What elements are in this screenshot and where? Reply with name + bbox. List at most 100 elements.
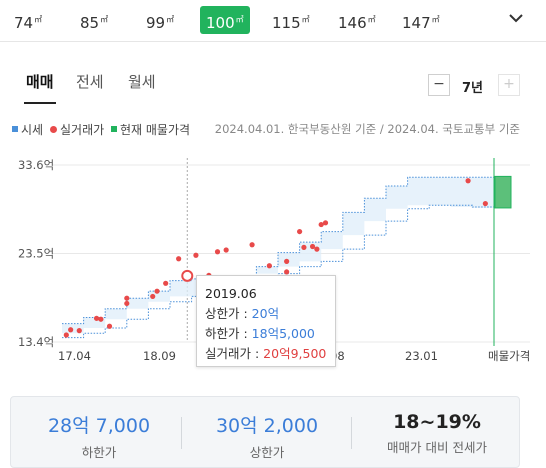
period-minus-button[interactable]: − (428, 74, 450, 96)
area-size-tabs: 74㎡ 85㎡ 99㎡ 100㎡ 115㎡ 146㎡ 147㎡ (0, 0, 546, 42)
summary-upper-value: 30억 2,000 (215, 415, 319, 437)
size-tab-label: 147 (402, 14, 431, 32)
legend-sise: 시세 (12, 121, 43, 138)
x-tick-label: 18.09 (143, 349, 176, 363)
real-trade-point (98, 316, 104, 322)
chart-tooltip: 2019.06 상한가 : 20억 하한가 : 18억5,000 실거래가 : … (196, 275, 336, 367)
size-tab-74[interactable]: 74㎡ (14, 6, 42, 34)
summary-lower-label: 하한가 (81, 445, 117, 460)
real-trade-point (68, 327, 74, 333)
real-trade-point (193, 252, 199, 258)
real-trade-point (249, 242, 255, 248)
tooltip-date: 2019.06 (205, 286, 257, 301)
real-trade-point (297, 228, 303, 235)
size-tab-99[interactable]: 99㎡ (146, 6, 174, 34)
y-axis: 33.6억 23.5억 13.4억 (18, 158, 54, 349)
real-trade-point (150, 293, 156, 300)
size-tab-label: 115 (272, 14, 301, 32)
legend-current-swatch (111, 126, 117, 132)
size-tab-146[interactable]: 146㎡ (338, 6, 376, 34)
y-tick-label: 13.4억 (18, 335, 54, 349)
y-tick-label: 23.5억 (18, 247, 54, 261)
real-trade-point (154, 288, 160, 294)
real-trade-point (301, 244, 307, 250)
size-unit: ㎡ (431, 15, 440, 24)
highlighted-trade-point (181, 269, 194, 282)
legend-real-swatch (50, 126, 57, 133)
summary-upper-label: 상한가 (249, 445, 285, 460)
size-unit: ㎡ (166, 15, 175, 24)
sise-band-fill (62, 177, 494, 338)
size-tab-85[interactable]: 85㎡ (80, 6, 108, 34)
real-trade-point (309, 243, 316, 250)
x-axis: 17.04 18.09 08 23.01 매물가격 (58, 349, 530, 363)
size-tab-label: 85 (80, 14, 100, 32)
summary-upper: 30억 2,000 상한가 (197, 411, 337, 461)
legend-current-label: 현재 매물가격 (120, 123, 191, 137)
legend-sise-swatch (12, 126, 18, 132)
summary-divider (351, 417, 352, 449)
tab-maemae[interactable]: 매매 (24, 62, 56, 104)
tab-jeonse[interactable]: 전세 (76, 73, 104, 91)
real-trade-point (106, 323, 113, 329)
real-trade-point (124, 295, 130, 301)
current-listing-range (494, 175, 512, 209)
price-summary: 28억 7,000 하한가 30억 2,000 상한가 18~19% 매매가 대… (10, 396, 520, 468)
real-trade-point (284, 258, 290, 264)
size-unit: ㎡ (367, 15, 376, 24)
period-label: 7년 (462, 81, 484, 96)
source-note: 2024.04.01. 한국부동산원 기준 / 2024.04. 국토교통부 기… (214, 122, 520, 136)
real-trade-point (176, 256, 182, 262)
size-unit: ㎡ (34, 15, 43, 24)
real-trade-point (163, 280, 169, 286)
period-plus-button[interactable]: + (498, 74, 520, 96)
tooltip-upper: 상한가 : 20억 (205, 304, 327, 324)
size-unit: ㎡ (301, 15, 310, 24)
tooltip-lower-label: 하한가 : (205, 326, 248, 341)
summary-lower: 28억 7,000 하한가 (29, 411, 169, 461)
size-tab-147[interactable]: 147㎡ (402, 6, 440, 34)
size-tab-label: 100 (206, 14, 235, 32)
tooltip-lower: 하한가 : 18억5,000 (205, 324, 327, 344)
real-trade-point (124, 300, 130, 307)
size-tab-115[interactable]: 115㎡ (272, 6, 310, 34)
y-tick-label: 33.6억 (18, 158, 54, 172)
tooltip-upper-value: 20억 (251, 306, 280, 321)
chevron-down-icon[interactable] (508, 10, 524, 26)
legend-current: 현재 매물가격 (111, 121, 190, 138)
real-trade-point (322, 220, 329, 226)
real-trade-point (266, 263, 272, 269)
period-control: − 7년 + (428, 74, 520, 96)
current-listing-bar (493, 158, 512, 346)
real-trade-point (214, 249, 221, 255)
real-trade-point (63, 332, 69, 338)
real-trade-point (318, 221, 324, 228)
legend-real: 실거래가 (50, 121, 104, 138)
legend-sise-label: 시세 (21, 123, 44, 137)
tab-wolse[interactable]: 월세 (128, 73, 156, 91)
size-tab-label: 99 (146, 14, 166, 32)
summary-divider (181, 417, 182, 449)
size-tab-100[interactable]: 100㎡ (200, 6, 250, 34)
summary-ratio-value: 18~19% (393, 411, 481, 433)
tooltip-real-label: 실거래가 : (205, 346, 260, 361)
real-trade-points (63, 178, 488, 338)
x-tick-label: 17.04 (58, 349, 91, 363)
tooltip-lower-value: 18억5,000 (251, 326, 315, 341)
real-trade-point (314, 246, 320, 252)
summary-ratio-label: 매매가 대비 전세가 (387, 440, 487, 455)
x-tick-label: 매물가격 (488, 349, 530, 363)
tooltip-upper-label: 상한가 : (205, 306, 248, 321)
summary-lower-value: 28억 7,000 (47, 415, 151, 437)
real-trade-point (482, 200, 488, 207)
real-trade-point (76, 328, 82, 334)
tooltip-real-value: 20억9,500 (263, 346, 327, 361)
x-tick-label: 23.01 (405, 349, 438, 363)
size-tab-label: 74 (14, 14, 34, 32)
real-trade-point (465, 178, 471, 184)
tooltip-real: 실거래가 : 20억9,500 (205, 344, 327, 364)
trade-type-tabs: 매매 전세 월세 (0, 62, 546, 104)
size-tab-label: 146 (338, 14, 367, 32)
summary-ratio: 18~19% 매매가 대비 전세가 (367, 411, 507, 456)
sise-lower-line (62, 204, 495, 339)
